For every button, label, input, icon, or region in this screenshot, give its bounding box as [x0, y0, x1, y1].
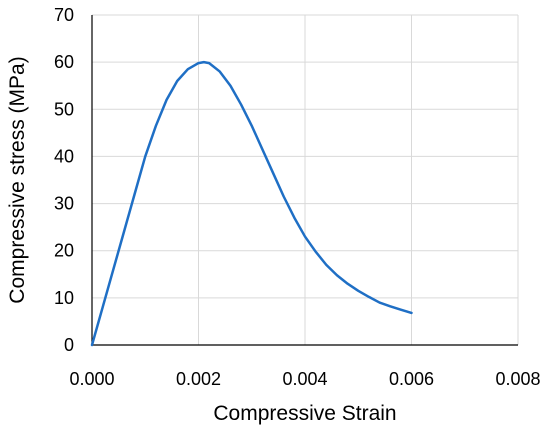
- x-tick-label: 0.004: [282, 369, 327, 389]
- x-tick-label: 0.000: [69, 369, 114, 389]
- y-tick-labels: 0 10 20 30 40 50 60 70: [54, 5, 74, 355]
- x-tick-labels: 0.000 0.002 0.004 0.006 0.008: [69, 369, 540, 389]
- x-tick-label: 0.002: [176, 369, 221, 389]
- grid-lines: [92, 14, 519, 345]
- y-tick-label: 30: [54, 194, 74, 214]
- x-axis-title: Compressive Strain: [213, 402, 396, 425]
- y-tick-label: 40: [54, 146, 74, 166]
- x-tick-label: 0.008: [495, 369, 540, 389]
- series-line: [90, 60, 413, 347]
- y-tick-label: 50: [54, 99, 74, 119]
- x-tick-label: 0.006: [389, 369, 434, 389]
- y-tick-label: 10: [54, 288, 74, 308]
- y-tick-label: 20: [54, 241, 74, 261]
- y-tick-label: 0: [64, 335, 74, 355]
- y-axis-title: Compressive stress (MPa): [6, 56, 29, 303]
- series-layer: [90, 60, 413, 347]
- y-tick-label: 60: [54, 52, 74, 72]
- y-tick-label: 70: [54, 5, 74, 25]
- axes: [91, 15, 518, 346]
